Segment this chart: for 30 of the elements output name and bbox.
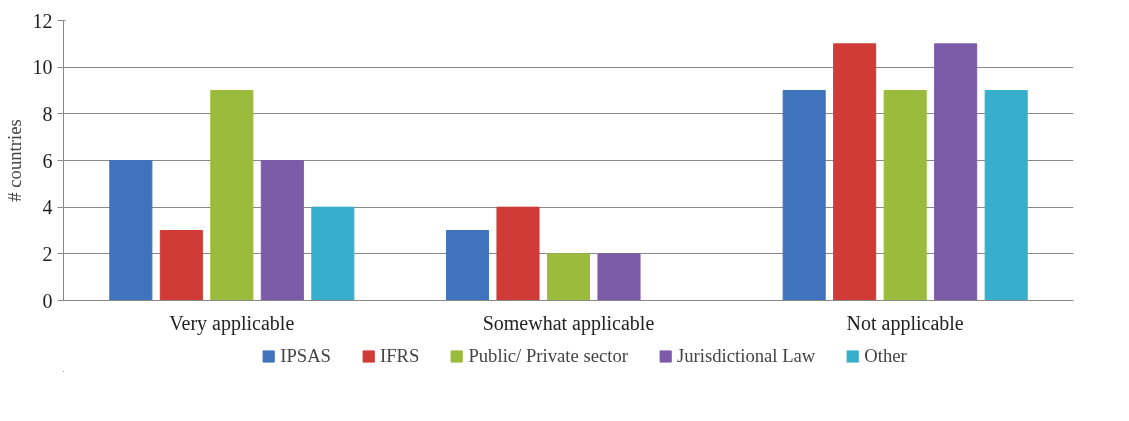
bar bbox=[159, 230, 203, 301]
bar bbox=[496, 206, 540, 301]
bar bbox=[597, 253, 641, 301]
bar bbox=[260, 160, 304, 301]
bar bbox=[984, 90, 1028, 301]
bar bbox=[782, 90, 826, 301]
bar bbox=[546, 253, 591, 301]
bar bbox=[445, 230, 490, 301]
bar bbox=[109, 160, 153, 301]
legend-label: Public/ Private sector bbox=[468, 345, 629, 367]
x-tick-label: Somewhat applicable bbox=[482, 311, 655, 335]
y-tick-label: 0 bbox=[42, 289, 53, 312]
legend-label: Jurisdictional Law bbox=[677, 345, 816, 367]
y-axis-title: # countries bbox=[3, 119, 25, 202]
bar bbox=[311, 206, 355, 301]
x-tick-label: Not applicable bbox=[846, 311, 964, 335]
bar bbox=[934, 43, 978, 301]
legend-label: IFRS bbox=[379, 345, 420, 367]
y-tick-label: 12 bbox=[32, 9, 53, 32]
bar bbox=[210, 90, 254, 301]
y-tick-label: 6 bbox=[42, 149, 53, 172]
y-tick-label: 8 bbox=[42, 102, 53, 125]
legend-label: IPSAS bbox=[280, 345, 331, 367]
y-tick-label: 4 bbox=[42, 196, 53, 219]
y-tick-label: 2 bbox=[42, 242, 53, 265]
bar bbox=[833, 43, 877, 301]
legend-label: Other bbox=[864, 345, 907, 367]
y-tick-label: 10 bbox=[32, 56, 53, 79]
bar bbox=[883, 90, 927, 301]
x-tick-label: Very applicable bbox=[169, 311, 295, 335]
